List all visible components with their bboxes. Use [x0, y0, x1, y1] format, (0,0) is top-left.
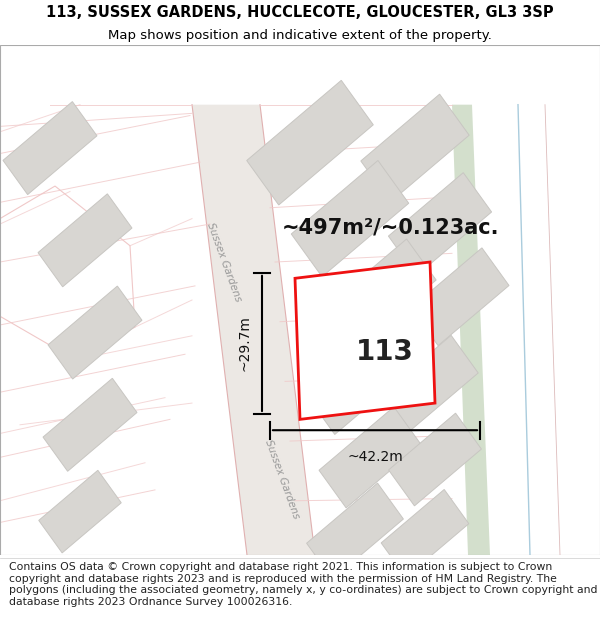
Polygon shape	[381, 489, 469, 577]
Polygon shape	[389, 413, 481, 506]
Text: Map shows position and indicative extent of the property.: Map shows position and indicative extent…	[108, 29, 492, 42]
Polygon shape	[307, 483, 403, 579]
Polygon shape	[295, 262, 435, 419]
Text: 113: 113	[356, 338, 414, 366]
Text: Sussex Gardens: Sussex Gardens	[205, 221, 243, 303]
Text: ~29.7m: ~29.7m	[238, 316, 252, 371]
Polygon shape	[411, 248, 509, 346]
Polygon shape	[324, 239, 436, 350]
Polygon shape	[291, 161, 409, 277]
Polygon shape	[452, 104, 490, 555]
Polygon shape	[38, 194, 132, 287]
Polygon shape	[307, 328, 413, 434]
Polygon shape	[388, 173, 491, 276]
Text: Contains OS data © Crown copyright and database right 2021. This information is : Contains OS data © Crown copyright and d…	[9, 562, 598, 607]
Polygon shape	[3, 102, 97, 194]
Text: ~497m²/~0.123ac.: ~497m²/~0.123ac.	[281, 217, 499, 238]
Polygon shape	[382, 336, 478, 432]
Polygon shape	[39, 470, 121, 553]
Polygon shape	[48, 286, 142, 379]
Polygon shape	[43, 378, 137, 471]
Text: Sussex Gardens: Sussex Gardens	[263, 438, 301, 520]
Polygon shape	[319, 407, 421, 508]
Text: 113, SUSSEX GARDENS, HUCCLECOTE, GLOUCESTER, GL3 3SP: 113, SUSSEX GARDENS, HUCCLECOTE, GLOUCES…	[46, 5, 554, 20]
Text: ~42.2m: ~42.2m	[347, 450, 403, 464]
Polygon shape	[192, 104, 315, 555]
Polygon shape	[361, 94, 469, 202]
Polygon shape	[247, 81, 373, 205]
